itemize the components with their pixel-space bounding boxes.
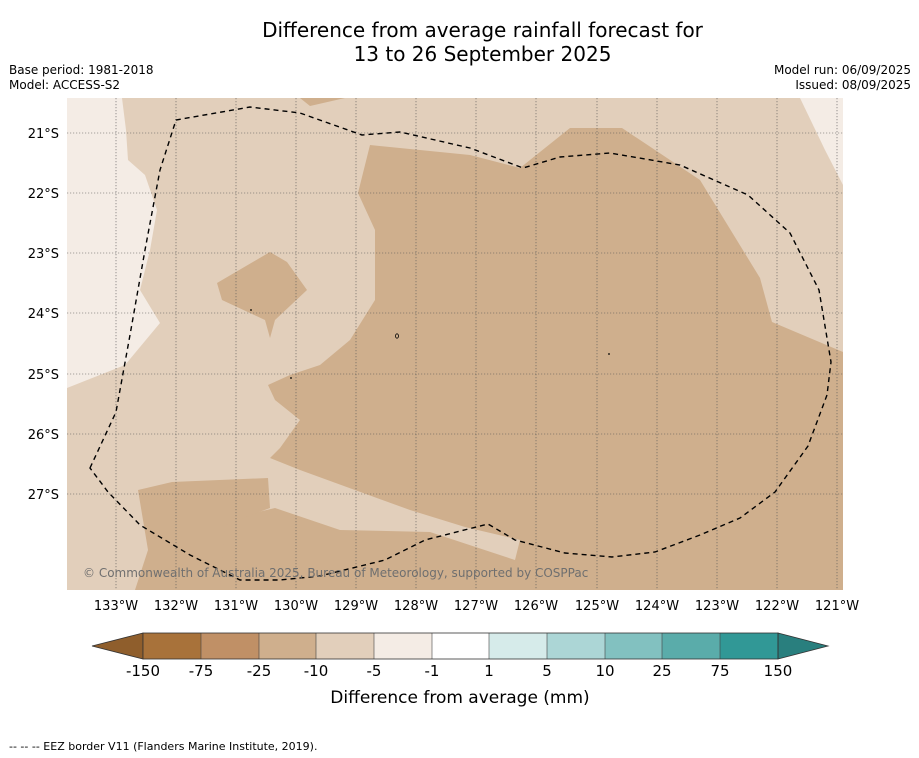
lon-label: 133°W — [94, 599, 138, 614]
eez-legend-note: -- -- -- EEZ border V11 (Flanders Marine… — [9, 740, 318, 753]
lon-label: 131°W — [214, 599, 258, 614]
dark-dry-region-patch — [217, 252, 307, 338]
colorbar-tick: -25 — [247, 662, 272, 680]
base-period: Base period: 1981-2018 — [9, 63, 154, 77]
lon-label: 130°W — [274, 599, 318, 614]
longitude-labels: 133°W 132°W 131°W 130°W 129°W 128°W 127°… — [94, 599, 859, 614]
copyright-notice: © Commonwealth of Australia 2025, Bureau… — [83, 566, 588, 580]
model-name: Model: ACCESS-S2 — [9, 78, 121, 92]
colorbar-tick: 75 — [710, 662, 729, 680]
dark-dry-region-top — [300, 98, 345, 106]
colorbar-segment — [316, 633, 374, 659]
colorbar-segment — [720, 633, 778, 659]
colorbar-ticks: -150 -75 -25 -10 -5 -1 1 5 10 25 75 150 — [126, 662, 792, 680]
lat-label: 27°S — [28, 488, 59, 503]
colorbar-segment — [432, 633, 489, 659]
lon-label: 129°W — [334, 599, 378, 614]
colorbar-segment — [547, 633, 605, 659]
lat-label: 21°S — [28, 127, 59, 142]
lat-label: 23°S — [28, 247, 59, 262]
island-marker — [608, 353, 610, 355]
colorbar-tick: -10 — [304, 662, 329, 680]
island-marker — [290, 377, 292, 379]
lon-label: 132°W — [154, 599, 198, 614]
light-dry-region-east — [800, 98, 843, 185]
colorbar-segment — [489, 633, 547, 659]
colorbar-tick: 1 — [484, 662, 494, 680]
lon-label: 125°W — [575, 599, 619, 614]
colorbar: -150 -75 -25 -10 -5 -1 1 5 10 25 75 150 … — [91, 632, 830, 708]
colorbar-tick: -5 — [367, 662, 382, 680]
colorbar-segment — [662, 633, 720, 659]
island-marker — [395, 333, 399, 339]
lon-label: 123°W — [695, 599, 739, 614]
colorbar-tick: 25 — [652, 662, 671, 680]
colorbar-tick: -150 — [126, 662, 160, 680]
graticule — [67, 98, 843, 590]
colorbar-title: Difference from average (mm) — [330, 688, 589, 708]
colorbar-tick: 10 — [595, 662, 614, 680]
latitude-labels: 21°S 22°S 23°S 24°S 25°S 26°S 27°S — [28, 127, 59, 503]
lon-label: 126°W — [514, 599, 558, 614]
title-line-1: Difference from average rainfall forecas… — [262, 18, 703, 42]
colorbar-under-arrow — [91, 632, 144, 660]
dark-dry-region-main — [215, 128, 843, 590]
eez-border — [89, 106, 832, 581]
island-marker — [250, 309, 252, 311]
colorbar-segment — [143, 633, 201, 659]
lon-label: 122°W — [755, 599, 799, 614]
colorbar-segment — [374, 633, 432, 659]
island-markers — [250, 309, 610, 379]
colorbar-segment — [605, 633, 662, 659]
lat-label: 25°S — [28, 368, 59, 383]
colorbar-tick: 150 — [764, 662, 793, 680]
lon-label: 124°W — [635, 599, 679, 614]
rainfall-field — [67, 98, 843, 590]
colorbar-over-arrow — [777, 632, 830, 660]
lon-label: 127°W — [454, 599, 498, 614]
colorbar-tick: -75 — [189, 662, 214, 680]
run-info-right: Model run: 06/09/2025 Issued: 08/09/2025 — [774, 63, 911, 93]
issued-date: Issued: 08/09/2025 — [795, 78, 911, 92]
model-run-date: Model run: 06/09/2025 — [773, 63, 911, 77]
lon-label: 121°W — [815, 599, 859, 614]
lat-label: 24°S — [28, 307, 59, 322]
lat-label: 22°S — [28, 187, 59, 202]
colorbar-tick: -1 — [425, 662, 440, 680]
colorbar-tick: 5 — [542, 662, 552, 680]
title-line-2: 13 to 26 September 2025 — [353, 42, 612, 66]
run-info-left: Base period: 1981-2018 Model: ACCESS-S2 — [9, 63, 154, 93]
colorbar-segment — [259, 633, 316, 659]
colorbar-segment — [201, 633, 259, 659]
lat-label: 26°S — [28, 428, 59, 443]
lon-label: 128°W — [394, 599, 438, 614]
light-dry-region-west — [67, 98, 160, 388]
map-title: Difference from average rainfall forecas… — [0, 18, 919, 66]
